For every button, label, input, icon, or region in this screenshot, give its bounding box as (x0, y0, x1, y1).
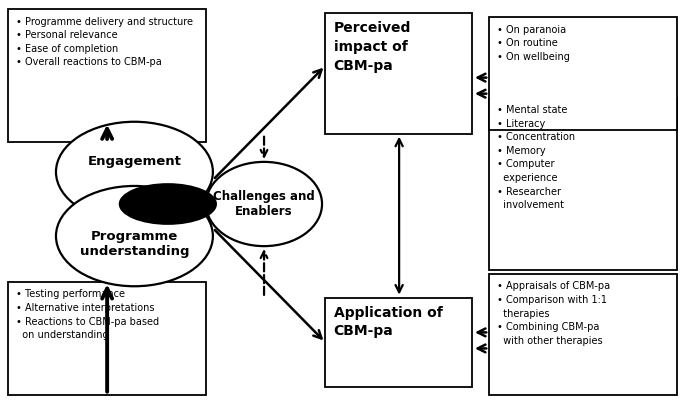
FancyBboxPatch shape (489, 98, 677, 270)
Text: Engagement: Engagement (88, 156, 182, 168)
Ellipse shape (56, 186, 213, 286)
Text: Application of
CBM-pa: Application of CBM-pa (334, 305, 443, 339)
FancyBboxPatch shape (489, 17, 677, 130)
Ellipse shape (119, 183, 217, 225)
Ellipse shape (206, 162, 322, 246)
Text: Challenges and
Enablers: Challenges and Enablers (213, 190, 315, 218)
FancyBboxPatch shape (489, 274, 677, 395)
FancyBboxPatch shape (325, 298, 472, 387)
Text: • Programme delivery and structure
• Personal relevance
• Ease of completion
• O: • Programme delivery and structure • Per… (16, 17, 193, 67)
FancyBboxPatch shape (8, 282, 206, 395)
Text: Programme
understanding: Programme understanding (79, 230, 189, 258)
Text: • On paranoia
• On routine
• On wellbeing: • On paranoia • On routine • On wellbein… (497, 25, 570, 62)
FancyBboxPatch shape (325, 13, 472, 134)
Ellipse shape (56, 122, 213, 222)
Text: • Mental state
• Literacy
• Concentration
• Memory
• Computer
  experience
• Res: • Mental state • Literacy • Concentratio… (497, 105, 575, 210)
Text: • Testing performance
• Alternative interpretations
• Reactions to CBM-pa based
: • Testing performance • Alternative inte… (16, 290, 160, 340)
FancyBboxPatch shape (8, 9, 206, 142)
Text: • Appraisals of CBM-pa
• Comparison with 1:1
  therapies
• Combining CBM-pa
  wi: • Appraisals of CBM-pa • Comparison with… (497, 282, 610, 346)
Text: Perceived
impact of
CBM-pa: Perceived impact of CBM-pa (334, 21, 411, 73)
